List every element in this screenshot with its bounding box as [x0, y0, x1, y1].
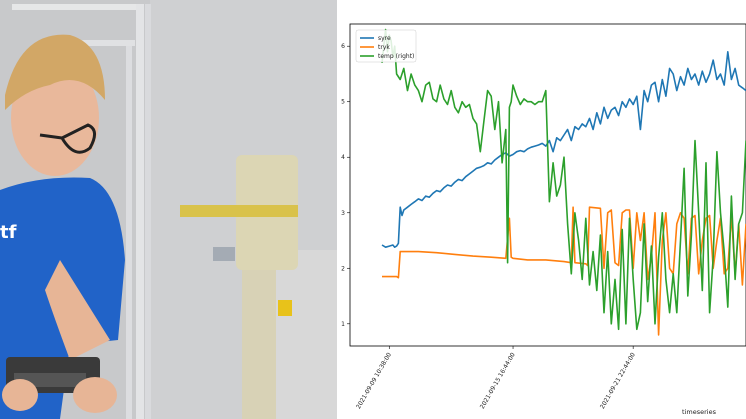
shirt-logo: tf: [0, 222, 17, 243]
x-axis-title: timeseries: [682, 408, 717, 416]
legend: syre tryk temp (right): [355, 29, 417, 63]
x-tick-label: 2021-09-15 16:44:00: [479, 351, 517, 410]
legend-label: temp (right): [378, 53, 414, 60]
series-lines: [381, 28, 746, 336]
series-line-syre: [381, 50, 746, 248]
video-frame: tf: [0, 0, 337, 419]
y-tick-label: 6: [341, 43, 345, 50]
y-tick-label: 2: [341, 265, 345, 272]
legend-label: syre: [378, 35, 391, 42]
y-tick-label: 1: [341, 321, 345, 328]
y-tick-label: 3: [341, 210, 345, 217]
legend-label: tryk: [378, 44, 390, 51]
y-tick-label: 4: [341, 154, 345, 161]
x-tick-label: 2021-09-09 10:38:00: [355, 351, 393, 410]
video-scene-illustration: tf: [0, 0, 337, 419]
y-tick-label: 5: [341, 99, 345, 106]
y-axis-ticks: 1 2 3 4 5 6: [341, 43, 350, 328]
x-tick-label: 2021-09-21 22:44:00: [599, 351, 637, 410]
series-line-temp-right-: [381, 28, 746, 331]
line-chart: 1 2 3 4 5 6 2021-09-09 10:38:00 2021-09-15 16:…: [341, 23, 746, 416]
chart-panel: 1 2 3 4 5 6 2021-09-09 10:38:00 2021-09-15 16:…: [337, 0, 746, 419]
x-axis-ticks: 2021-09-09 10:38:00 2021-09-15 16:44:00 20…: [355, 346, 637, 410]
